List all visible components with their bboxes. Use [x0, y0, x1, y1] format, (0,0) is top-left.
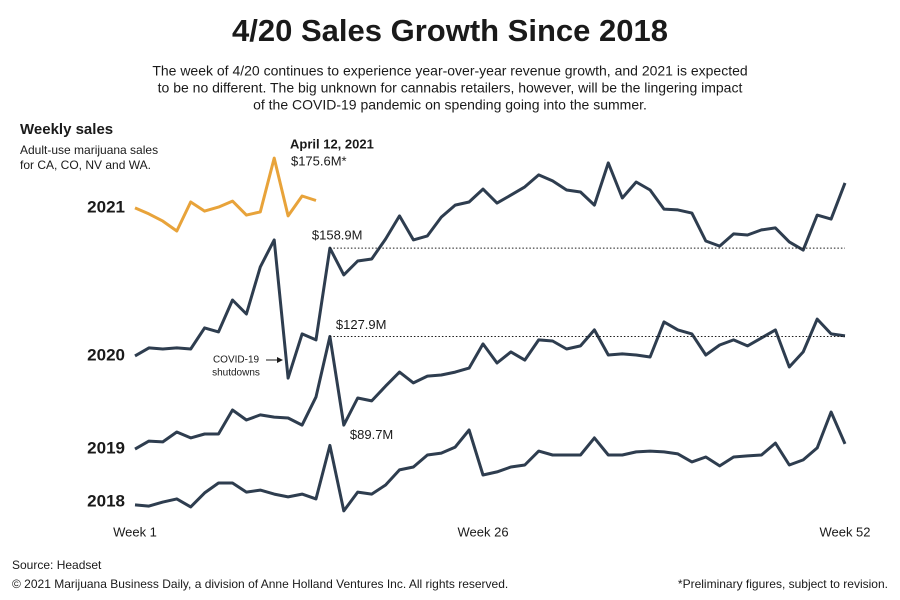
series-label: 2020 — [87, 345, 125, 364]
annotation: April 12, 2021 — [290, 136, 374, 151]
series-label: 2021 — [87, 197, 125, 216]
subtitle: to be no different. The big unknown for … — [158, 80, 743, 96]
annotation: COVID-19 — [213, 355, 260, 366]
note: Adult-use marijuana sales — [20, 143, 158, 157]
subtitle: of the COVID-19 pandemic on spending goi… — [253, 97, 647, 113]
y-label: Weekly sales — [20, 121, 113, 138]
x-tick-label: Week 26 — [458, 524, 509, 539]
series-line — [134, 317, 846, 451]
value-label: $127.9M — [336, 317, 387, 332]
x-tick-label: Week 1 — [113, 524, 157, 539]
subtitle: The week of 4/20 continues to experience… — [152, 63, 747, 79]
value-label: $158.9M — [312, 228, 363, 243]
footnote: *Preliminary figures, subject to revisio… — [678, 577, 888, 591]
arrowhead — [277, 357, 283, 363]
value-label: $175.6M* — [291, 153, 347, 168]
copyright: © 2021 Marijuana Business Daily, a divis… — [12, 577, 508, 591]
chart-title: 4/20 Sales Growth Since 2018 — [232, 13, 668, 48]
note: for CA, CO, NV and WA. — [20, 158, 151, 172]
source: Source: Headset — [12, 558, 102, 572]
series-label: 2019 — [87, 439, 125, 458]
value-label: $89.7M — [350, 427, 393, 442]
series-line — [134, 161, 847, 380]
annotation: shutdowns — [212, 368, 260, 379]
series-line — [134, 410, 847, 513]
series-line — [134, 156, 317, 233]
x-tick-label: Week 52 — [819, 524, 870, 539]
series-label: 2018 — [87, 491, 125, 510]
